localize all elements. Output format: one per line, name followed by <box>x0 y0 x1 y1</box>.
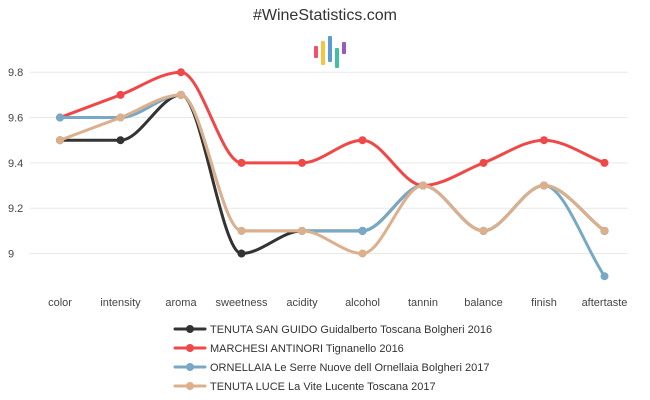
data-point[interactable] <box>479 158 488 167</box>
y-tick-label: 9.6 <box>8 113 23 125</box>
data-point[interactable] <box>419 181 427 190</box>
y-tick-label: 9 <box>8 249 14 261</box>
legend-label: MARCHESI ANTINORI Tignanello 2016 <box>210 343 404 355</box>
legend: TENUTA SAN GUIDO Guidalberto Toscana Bol… <box>173 324 492 393</box>
series-0 <box>56 90 609 258</box>
x-tick-label: aftertaste <box>582 297 628 309</box>
logo-bar <box>314 46 318 58</box>
legend-label: TENUTA SAN GUIDO Guidalberto Toscana Bol… <box>210 324 492 336</box>
y-axis: 9 9.2 9.4 9.6 9.8 <box>8 67 23 260</box>
data-point[interactable] <box>56 136 64 145</box>
data-point[interactable] <box>116 136 125 145</box>
logo-bar <box>328 36 332 62</box>
chart-title: #WineStatistics.com <box>253 7 397 24</box>
x-tick-label: tannin <box>408 297 438 309</box>
y-tick-label: 9.2 <box>8 203 23 215</box>
y-tick-label: 9.4 <box>8 158 23 170</box>
legend-label: TENUTA LUCE La Vite Lucente Toscana 2017 <box>210 381 436 393</box>
x-axis: color intensity aroma sweetness acidity alcoh… <box>48 297 627 309</box>
data-point[interactable] <box>540 181 548 190</box>
series-2 <box>56 90 609 281</box>
legend-marker <box>186 344 194 352</box>
series-line <box>58 93 606 278</box>
logo-bar <box>335 48 339 68</box>
data-point[interactable] <box>600 272 609 281</box>
data-point[interactable] <box>298 158 306 167</box>
data-point[interactable] <box>600 226 609 235</box>
series-3 <box>56 90 609 258</box>
legend-marker <box>186 325 194 333</box>
x-tick-label: sweetness <box>216 297 268 309</box>
legend-item[interactable]: TENUTA SAN GUIDO Guidalberto Toscana Bol… <box>173 324 492 336</box>
grid <box>30 71 628 255</box>
data-point[interactable] <box>479 226 488 235</box>
wine-statistics-logo <box>314 36 346 68</box>
data-point[interactable] <box>237 226 246 235</box>
series-line <box>58 70 606 188</box>
series-line <box>58 93 606 256</box>
y-tick-label: 9.8 <box>8 67 23 79</box>
legend-item[interactable]: ORNELLAIA Le Serre Nuove dell Ornellaia … <box>173 362 489 374</box>
data-point[interactable] <box>177 68 185 77</box>
logo-bar <box>342 42 346 54</box>
legend-item[interactable]: MARCHESI ANTINORI Tignanello 2016 <box>173 343 404 355</box>
data-point[interactable] <box>358 249 367 258</box>
data-point[interactable] <box>177 90 185 99</box>
legend-label: ORNELLAIA Le Serre Nuove dell Ornellaia … <box>210 362 489 374</box>
logo-bar <box>321 41 325 65</box>
data-point[interactable] <box>358 136 367 145</box>
legend-marker <box>186 382 194 390</box>
x-tick-label: acidity <box>286 297 318 309</box>
data-point[interactable] <box>237 249 246 258</box>
data-point[interactable] <box>600 158 609 167</box>
series <box>56 68 609 281</box>
legend-marker <box>186 363 194 371</box>
data-point[interactable] <box>116 90 125 99</box>
data-point[interactable] <box>237 158 246 167</box>
x-tick-label: aroma <box>165 297 197 309</box>
data-point[interactable] <box>358 226 367 235</box>
legend-item[interactable]: TENUTA LUCE La Vite Lucente Toscana 2017 <box>173 381 436 393</box>
data-point[interactable] <box>298 226 306 235</box>
x-tick-label: finish <box>531 297 557 309</box>
x-tick-label: alcohol <box>345 297 380 309</box>
data-point[interactable] <box>56 113 64 122</box>
x-tick-label: intensity <box>100 297 141 309</box>
data-point[interactable] <box>540 136 548 145</box>
x-tick-label: color <box>48 297 72 309</box>
x-tick-label: balance <box>464 297 503 309</box>
data-point[interactable] <box>116 113 125 122</box>
